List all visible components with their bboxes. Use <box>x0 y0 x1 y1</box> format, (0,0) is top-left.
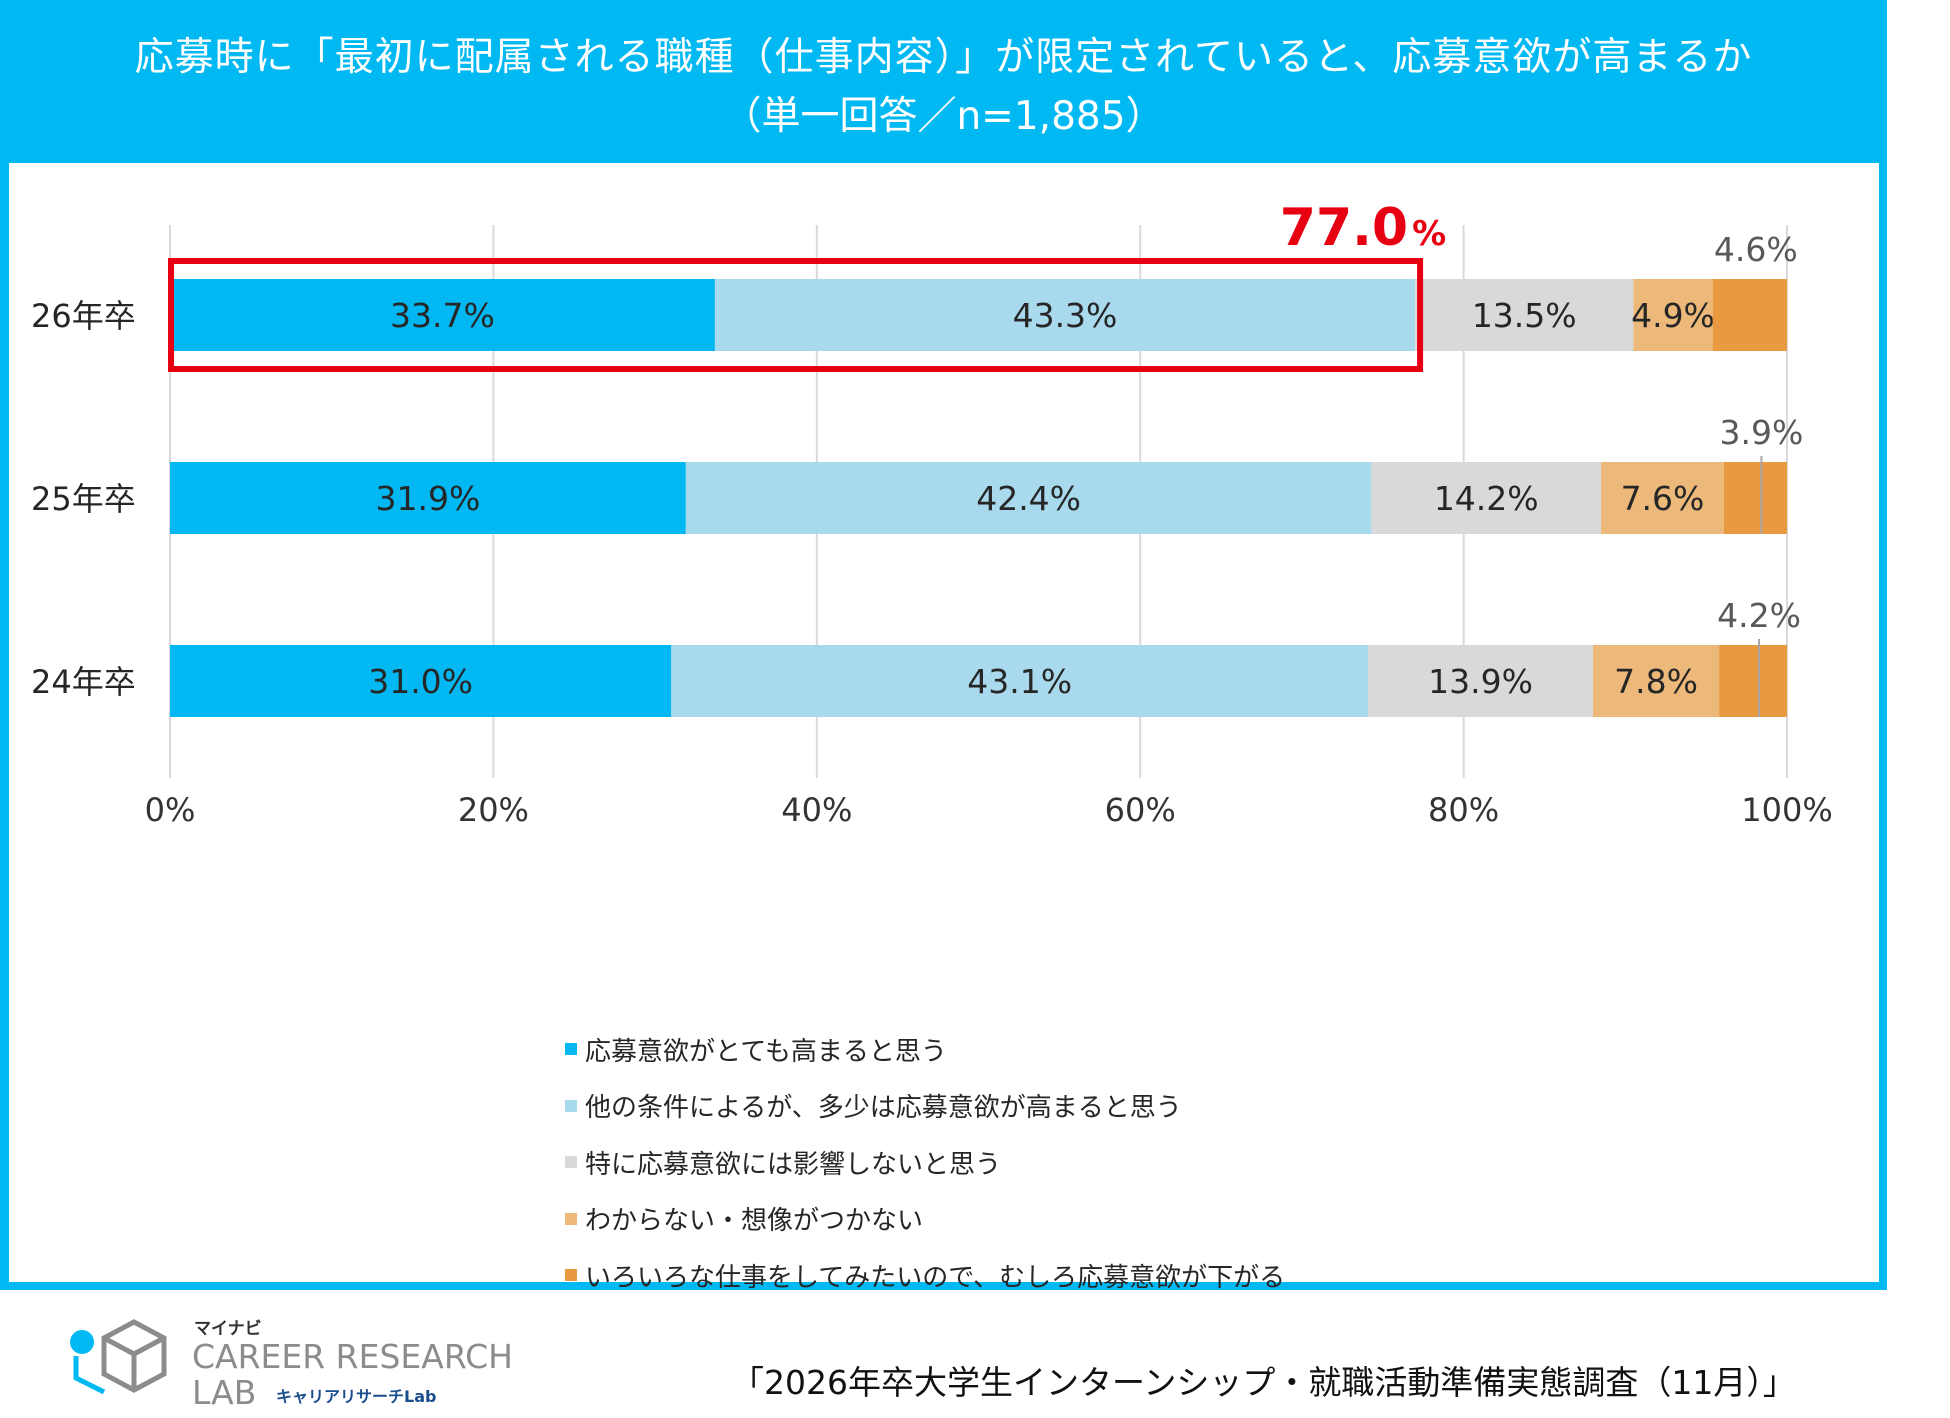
bar-segment <box>1592 645 1720 717</box>
logo-line2: LAB <box>192 1373 256 1412</box>
legend-label: いろいろな仕事をしてみたいので、むしろ応募意欲が下がる <box>585 1262 1286 1293</box>
data-label: 14.2% <box>1434 479 1539 518</box>
legend-label: 特に応募意欲には影響しないと思う <box>585 1149 1002 1180</box>
data-label: 13.5% <box>1472 296 1577 335</box>
category-label: 24年卒 <box>31 663 136 701</box>
legend-swatch <box>565 1269 577 1282</box>
x-tick-label: 40% <box>781 791 852 829</box>
category-label: 25年卒 <box>31 480 136 518</box>
data-label: 31.9% <box>375 479 480 518</box>
data-label: 4.2% <box>1717 596 1801 635</box>
bar-segment <box>1633 279 1713 351</box>
legend-label: わからない・想像がつかない <box>585 1206 924 1237</box>
bar-segment <box>1601 462 1724 534</box>
legend-item: 他の条件によるが、多少は応募意欲が高まると思う <box>565 1078 1285 1135</box>
legend-swatch <box>565 1099 577 1112</box>
data-label: 4.6% <box>1714 230 1798 269</box>
data-label: 43.1% <box>967 662 1072 701</box>
data-label: 13.9% <box>1428 662 1533 701</box>
source-note: 「2026年卒大学生インターンシップ・就職活動準備実態調査（11月）」 <box>731 1363 1796 1402</box>
logo-tagline: キャリアリサーチLab <box>276 1387 436 1406</box>
bar-segment <box>1719 645 1787 717</box>
bar-segment <box>1712 279 1787 351</box>
legend-item: わからない・想像がつかない <box>565 1191 1285 1248</box>
career-research-lab-logo: マイナビ CAREER RESEARCH LAB キャリアリサーチLab <box>70 1319 513 1412</box>
bar-segment <box>170 645 672 717</box>
legend-swatch <box>565 1212 577 1225</box>
bar-segment <box>1723 462 1787 534</box>
data-label: 3.9% <box>1720 413 1804 452</box>
legend-swatch <box>565 1043 577 1056</box>
data-label: 7.8% <box>1614 662 1698 701</box>
data-label: 7.6% <box>1621 479 1705 518</box>
bar-segment <box>170 279 715 351</box>
bar-segment <box>714 279 1416 351</box>
legend: 応募意欲がとても高まると思う他の条件によるが、多少は応募意欲が高まると思う 特に応… <box>565 1021 1285 1304</box>
x-tick-label: 20% <box>458 791 529 829</box>
legend-item: 応募意欲がとても高まると思う <box>565 1021 1285 1078</box>
highlight-box <box>168 258 1424 372</box>
data-label: 43.3% <box>1013 296 1118 335</box>
bar-segment <box>1368 645 1593 717</box>
highlight-total-unit: % <box>1412 214 1446 254</box>
data-label: 33.7% <box>390 296 495 335</box>
legend-item: いろいろな仕事をしてみたいので、むしろ応募意欲が下がる <box>565 1247 1285 1304</box>
cube-icon <box>70 1319 167 1395</box>
category-label: 26年卒 <box>31 297 136 335</box>
chart-panel: 0% 20% 40% 60% 80% 100% 26年卒 33.7% 43.3% 13.5% 4.9… <box>9 163 1879 1412</box>
data-label: 42.4% <box>976 479 1081 518</box>
bar-segment <box>170 462 686 534</box>
logo-brand-small: マイナビ <box>194 1319 262 1339</box>
chart-title: 応募時に「最初に配属される職種（仕事内容）」が限定されていると、応募意欲が高まる… <box>134 35 1753 80</box>
legend-label: 応募意欲がとても高まると思う <box>585 1036 947 1067</box>
x-tick-label: 80% <box>1428 791 1499 829</box>
data-label: 4.9% <box>1631 296 1715 335</box>
legend-item: 特に応募意欲には影響しないと思う <box>565 1134 1285 1191</box>
chart-header: 応募時に「最初に配属される職種（仕事内容）」が限定されていると、応募意欲が高まる… <box>0 0 1887 160</box>
logo-line1: CAREER RESEARCH <box>192 1337 513 1376</box>
bar-segment <box>1415 279 1634 351</box>
legend-label: 他の条件によるが、多少は応募意欲が高まると思う <box>585 1093 1182 1124</box>
stacked-bar-chart: 0% 20% 40% 60% 80% 100% 26年卒 33.7% 43.3% 13.5% 4.9… <box>31 198 1833 829</box>
bar-segment <box>671 645 1369 717</box>
bar-segment <box>1371 462 1602 534</box>
data-label: 31.0% <box>368 662 473 701</box>
x-tick-label: 0% <box>145 791 196 829</box>
highlight-total-label: 77.0 <box>1280 198 1408 258</box>
legend-swatch <box>565 1156 577 1169</box>
bar-segment <box>685 462 1372 534</box>
x-tick-label: 60% <box>1105 791 1176 829</box>
x-tick-label: 100% <box>1741 791 1832 829</box>
chart-subtitle: （単一回答／n=1,885） <box>722 94 1165 139</box>
